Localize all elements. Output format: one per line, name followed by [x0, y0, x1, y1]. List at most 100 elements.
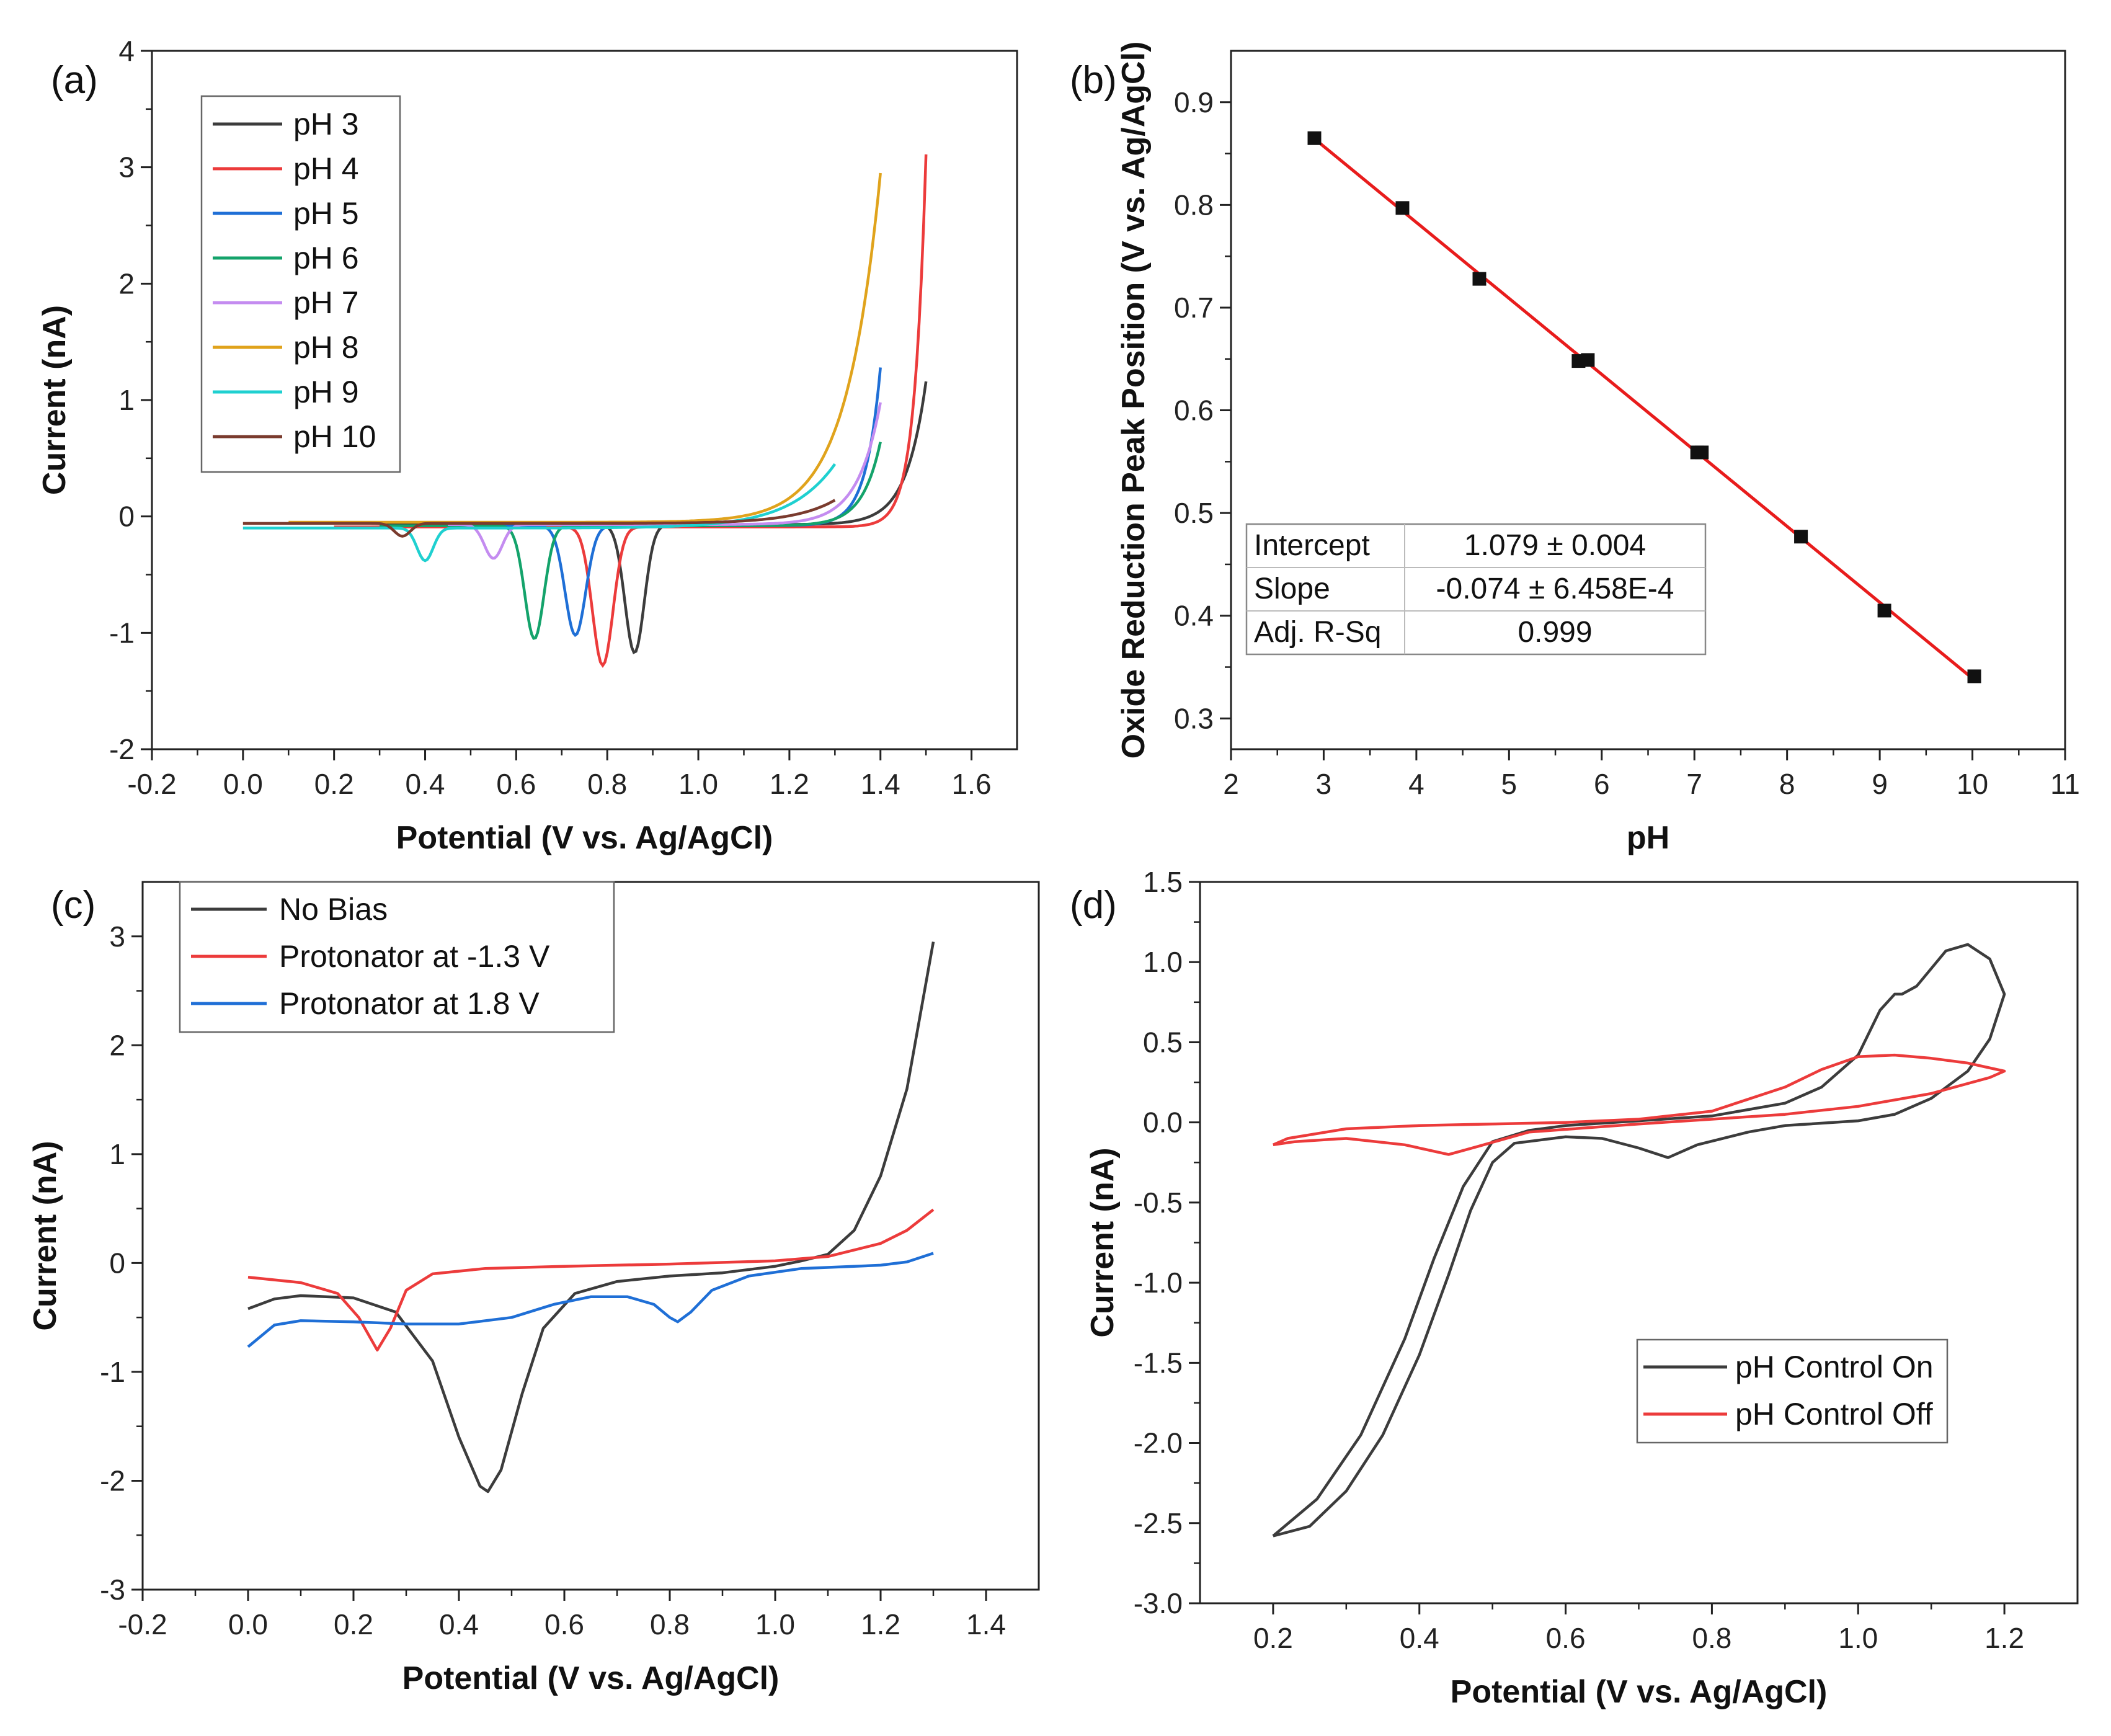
data-point [1307, 131, 1322, 145]
series-line [334, 154, 928, 668]
x-tick-label: 0.6 [496, 768, 536, 800]
x-tick-label: 5 [1501, 768, 1518, 800]
panel-label: (b) [1070, 59, 1117, 102]
y-tick-label: 1 [118, 384, 135, 416]
series-line [402, 367, 882, 638]
legend-entry: pH 9 [293, 375, 359, 409]
y-axis-title: Current (nA) [1085, 1147, 1121, 1337]
x-tick-label: 0.4 [439, 1608, 479, 1640]
x-tick-label: -0.2 [118, 1608, 167, 1640]
x-tick-label: 3 [1316, 768, 1332, 800]
legend-entry: pH Control Off [1735, 1397, 1933, 1431]
y-tick-label: 0.5 [1174, 497, 1214, 529]
y-tick-label: 3 [118, 151, 135, 184]
fit-table-value: 1.079 ± 0.004 [1464, 529, 1646, 562]
y-tick-label: -0.5 [1134, 1186, 1183, 1219]
data-point [1395, 201, 1410, 215]
panel-3: 0.2 0.4 0.6 0.8 1.0 1.2 -3.0 -2.5 -2.0 -1.5 -1.0 -0… [1070, 866, 2079, 1710]
series-group [247, 941, 935, 1493]
y-tick-label: 2 [109, 1029, 125, 1061]
y-tick-label: -2 [100, 1464, 125, 1497]
y-tick-label: 2 [118, 267, 135, 300]
x-tick-label: 0.4 [1400, 1622, 1439, 1654]
y-tick-label: 1.5 [1143, 866, 1183, 898]
x-tick-label: 1.2 [770, 768, 809, 800]
x-tick-label: 1.0 [678, 768, 718, 800]
x-tick-label: 0.2 [334, 1608, 373, 1640]
panel-2: -0.2 0.0 0.2 0.4 0.6 0.8 1.0 1.2 1.4 -3 -2 -1 0 1 2 3 Po… [27, 881, 1040, 1696]
x-tick-label: 1.4 [966, 1608, 1006, 1640]
legend-entry: Protonator at -1.3 V [279, 939, 550, 974]
series-line [1272, 943, 2006, 1538]
y-tick-label: -1 [109, 617, 135, 649]
y-tick-label: 1 [109, 1138, 125, 1170]
y-tick-label: 0.9 [1174, 86, 1214, 118]
y-tick-label: 0 [118, 501, 135, 533]
y-tick-label: -2 [109, 733, 135, 765]
series-group [242, 154, 928, 668]
data-point [1877, 603, 1891, 618]
legend-entry: pH 7 [293, 285, 359, 320]
x-tick-label: 1.6 [952, 768, 992, 800]
y-tick-label: 0.4 [1174, 600, 1214, 632]
legend-entry: pH 8 [293, 330, 359, 365]
data-point [1695, 445, 1709, 460]
fit-line [1313, 137, 1976, 682]
plot-frame [1199, 881, 2079, 1605]
x-tick-label: 1.0 [1838, 1622, 1878, 1654]
series-line [247, 1208, 935, 1352]
x-tick-label: 0.6 [1546, 1622, 1586, 1654]
y-tick-label: -3.0 [1134, 1587, 1183, 1619]
x-tick-label: 6 [1594, 768, 1610, 800]
fit-table-label: Slope [1254, 572, 1330, 605]
legend-entry: pH 3 [293, 107, 359, 141]
y-tick-label: 0.6 [1174, 394, 1214, 427]
x-tick-label: 8 [1779, 768, 1795, 800]
x-tick-label: 0.8 [650, 1608, 690, 1640]
y-tick-label: 0.0 [1143, 1106, 1183, 1139]
x-tick-label: 0.0 [228, 1608, 268, 1640]
y-tick-label: -1.5 [1134, 1347, 1183, 1379]
y-tick-label: -2.0 [1134, 1427, 1183, 1459]
x-tick-label: -0.2 [127, 768, 176, 800]
y-tick-label: 0.8 [1174, 189, 1214, 221]
x-tick-label: 2 [1223, 768, 1239, 800]
x-tick-label: 1.2 [1984, 1622, 2024, 1654]
y-tick-label: 1.0 [1143, 946, 1183, 978]
data-point [1967, 669, 1981, 683]
y-tick-label: 0.7 [1174, 292, 1214, 324]
x-tick-label: 1.4 [861, 768, 900, 800]
series-line [242, 463, 837, 563]
x-axis-title: Potential (V vs. Ag/AgCl) [1451, 1674, 1828, 1710]
y-axis-title: Oxide Reduction Peak Position (V vs. Ag/… [1116, 42, 1152, 759]
y-tick-label: 0.5 [1143, 1026, 1183, 1058]
x-tick-label: 0.2 [314, 768, 354, 800]
fit-table-value: 0.999 [1518, 616, 1592, 649]
y-tick-label: -1.0 [1134, 1266, 1183, 1299]
x-tick-label: 0.4 [406, 768, 445, 800]
legend-entry: pH 10 [293, 419, 376, 454]
y-tick-label: 3 [109, 920, 125, 953]
y-tick-label: 0 [109, 1247, 125, 1279]
x-tick-label: 4 [1408, 768, 1424, 800]
fit-table-label: Adj. R-Sq [1254, 616, 1381, 649]
x-tick-label: 1.0 [755, 1608, 795, 1640]
fit-table-value: -0.074 ± 6.458E-4 [1436, 572, 1674, 605]
series-line [380, 442, 882, 640]
y-tick-label: -2.5 [1134, 1507, 1183, 1539]
legend-entry: pH Control On [1735, 1350, 1934, 1384]
data-point [1581, 353, 1595, 367]
series-line [1272, 1053, 2006, 1156]
x-tick-label: 0.6 [544, 1608, 584, 1640]
x-tick-label: 1.2 [861, 1608, 900, 1640]
legend-entry: No Bias [279, 892, 388, 927]
legend-entry: pH 5 [293, 196, 359, 231]
x-axis-title: Potential (V vs. Ag/AgCl) [402, 1660, 780, 1696]
legend-box [200, 95, 401, 473]
legend-box [1636, 1338, 1949, 1444]
x-axis-title: pH [1627, 820, 1669, 856]
y-tick-label: 4 [118, 35, 135, 67]
x-tick-label: 0.0 [223, 768, 263, 800]
series-group [1272, 943, 2006, 1538]
